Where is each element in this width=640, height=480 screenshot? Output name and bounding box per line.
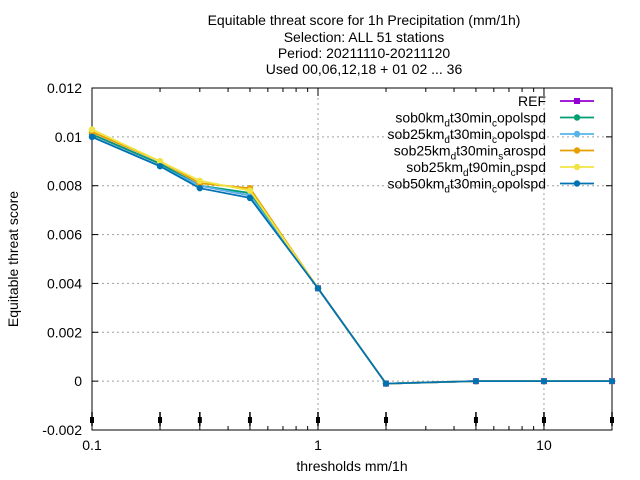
x-axis-label: thresholds mm/1h <box>296 458 407 474</box>
point <box>574 98 580 104</box>
point <box>573 130 581 138</box>
x-tick-label: 10 <box>536 437 552 453</box>
y-tick-label: 0.01 <box>55 129 82 145</box>
point <box>156 158 164 165</box>
point <box>573 163 581 171</box>
y-axis: -0.002 0 0.002 0.004 0.006 0.008 0.01 0.012 <box>42 80 612 438</box>
x-tick-label: 0.1 <box>82 437 102 453</box>
series-5 <box>88 133 616 387</box>
legend-label: REF <box>518 93 546 109</box>
y-tick-label: 0.002 <box>47 324 82 340</box>
legend-label: sob50kmdt30mincopolspd <box>388 176 546 196</box>
y-tick-label: 0.008 <box>47 178 82 194</box>
point <box>246 187 254 194</box>
y-tick-label: 0.004 <box>47 275 82 291</box>
plot-border <box>91 87 613 431</box>
title-line-4: Used 00,06,12,18 + 01 02 ... 36 <box>266 61 463 77</box>
point <box>540 377 548 385</box>
point <box>608 377 616 385</box>
threshold-marker-point <box>384 417 389 423</box>
threshold-marker-point <box>197 417 202 423</box>
x-tick-label: 1 <box>314 437 322 453</box>
point <box>472 377 480 385</box>
point <box>196 184 204 192</box>
legend-label: sob25kmdt90mincpspd <box>406 159 546 179</box>
threshold-marker-point <box>315 417 320 423</box>
point <box>196 177 204 185</box>
y-tick-label: -0.002 <box>42 422 82 438</box>
y-tick-label: 0.012 <box>47 80 82 96</box>
bottom-markers <box>90 412 614 426</box>
chart-title: Equitable threat score for 1h Precipitat… <box>208 12 521 77</box>
point <box>573 180 581 187</box>
threshold-marker-point <box>541 417 546 423</box>
y-axis-label: Equitable threat score <box>5 191 21 327</box>
y-tick-label: 0 <box>74 373 82 389</box>
threshold-marker-point <box>158 417 163 423</box>
point <box>573 147 581 154</box>
legend-label: sob0kmdt30mincopolspd <box>395 110 546 130</box>
title-line-3: Period: 20211110-20211120 <box>278 45 451 61</box>
legend: REFsob0kmdt30mincopolspdsob25kmdt30minco… <box>388 93 594 196</box>
point <box>246 194 254 202</box>
threshold-marker-point <box>473 417 478 423</box>
point <box>382 380 390 387</box>
plot-frame <box>91 87 613 431</box>
legend-label: sob25kmdt30mincopolspd <box>388 126 546 146</box>
threshold-marker-point <box>247 417 252 423</box>
point <box>88 126 96 133</box>
legend-label: sob25kmdt30minsarospd <box>394 143 546 163</box>
threshold-marker-point <box>610 417 614 423</box>
point <box>88 133 96 141</box>
point <box>314 285 322 292</box>
point <box>156 162 164 170</box>
point <box>573 114 581 121</box>
x-axis: 0.1 1 10 <box>82 88 613 453</box>
title-line-2: Selection: ALL 51 stations <box>284 29 445 45</box>
threshold-marker-point <box>90 417 94 423</box>
title-line-1: Equitable threat score for 1h Precipitat… <box>208 12 521 28</box>
y-tick-label: 0.006 <box>47 227 82 243</box>
series-group <box>88 126 616 387</box>
